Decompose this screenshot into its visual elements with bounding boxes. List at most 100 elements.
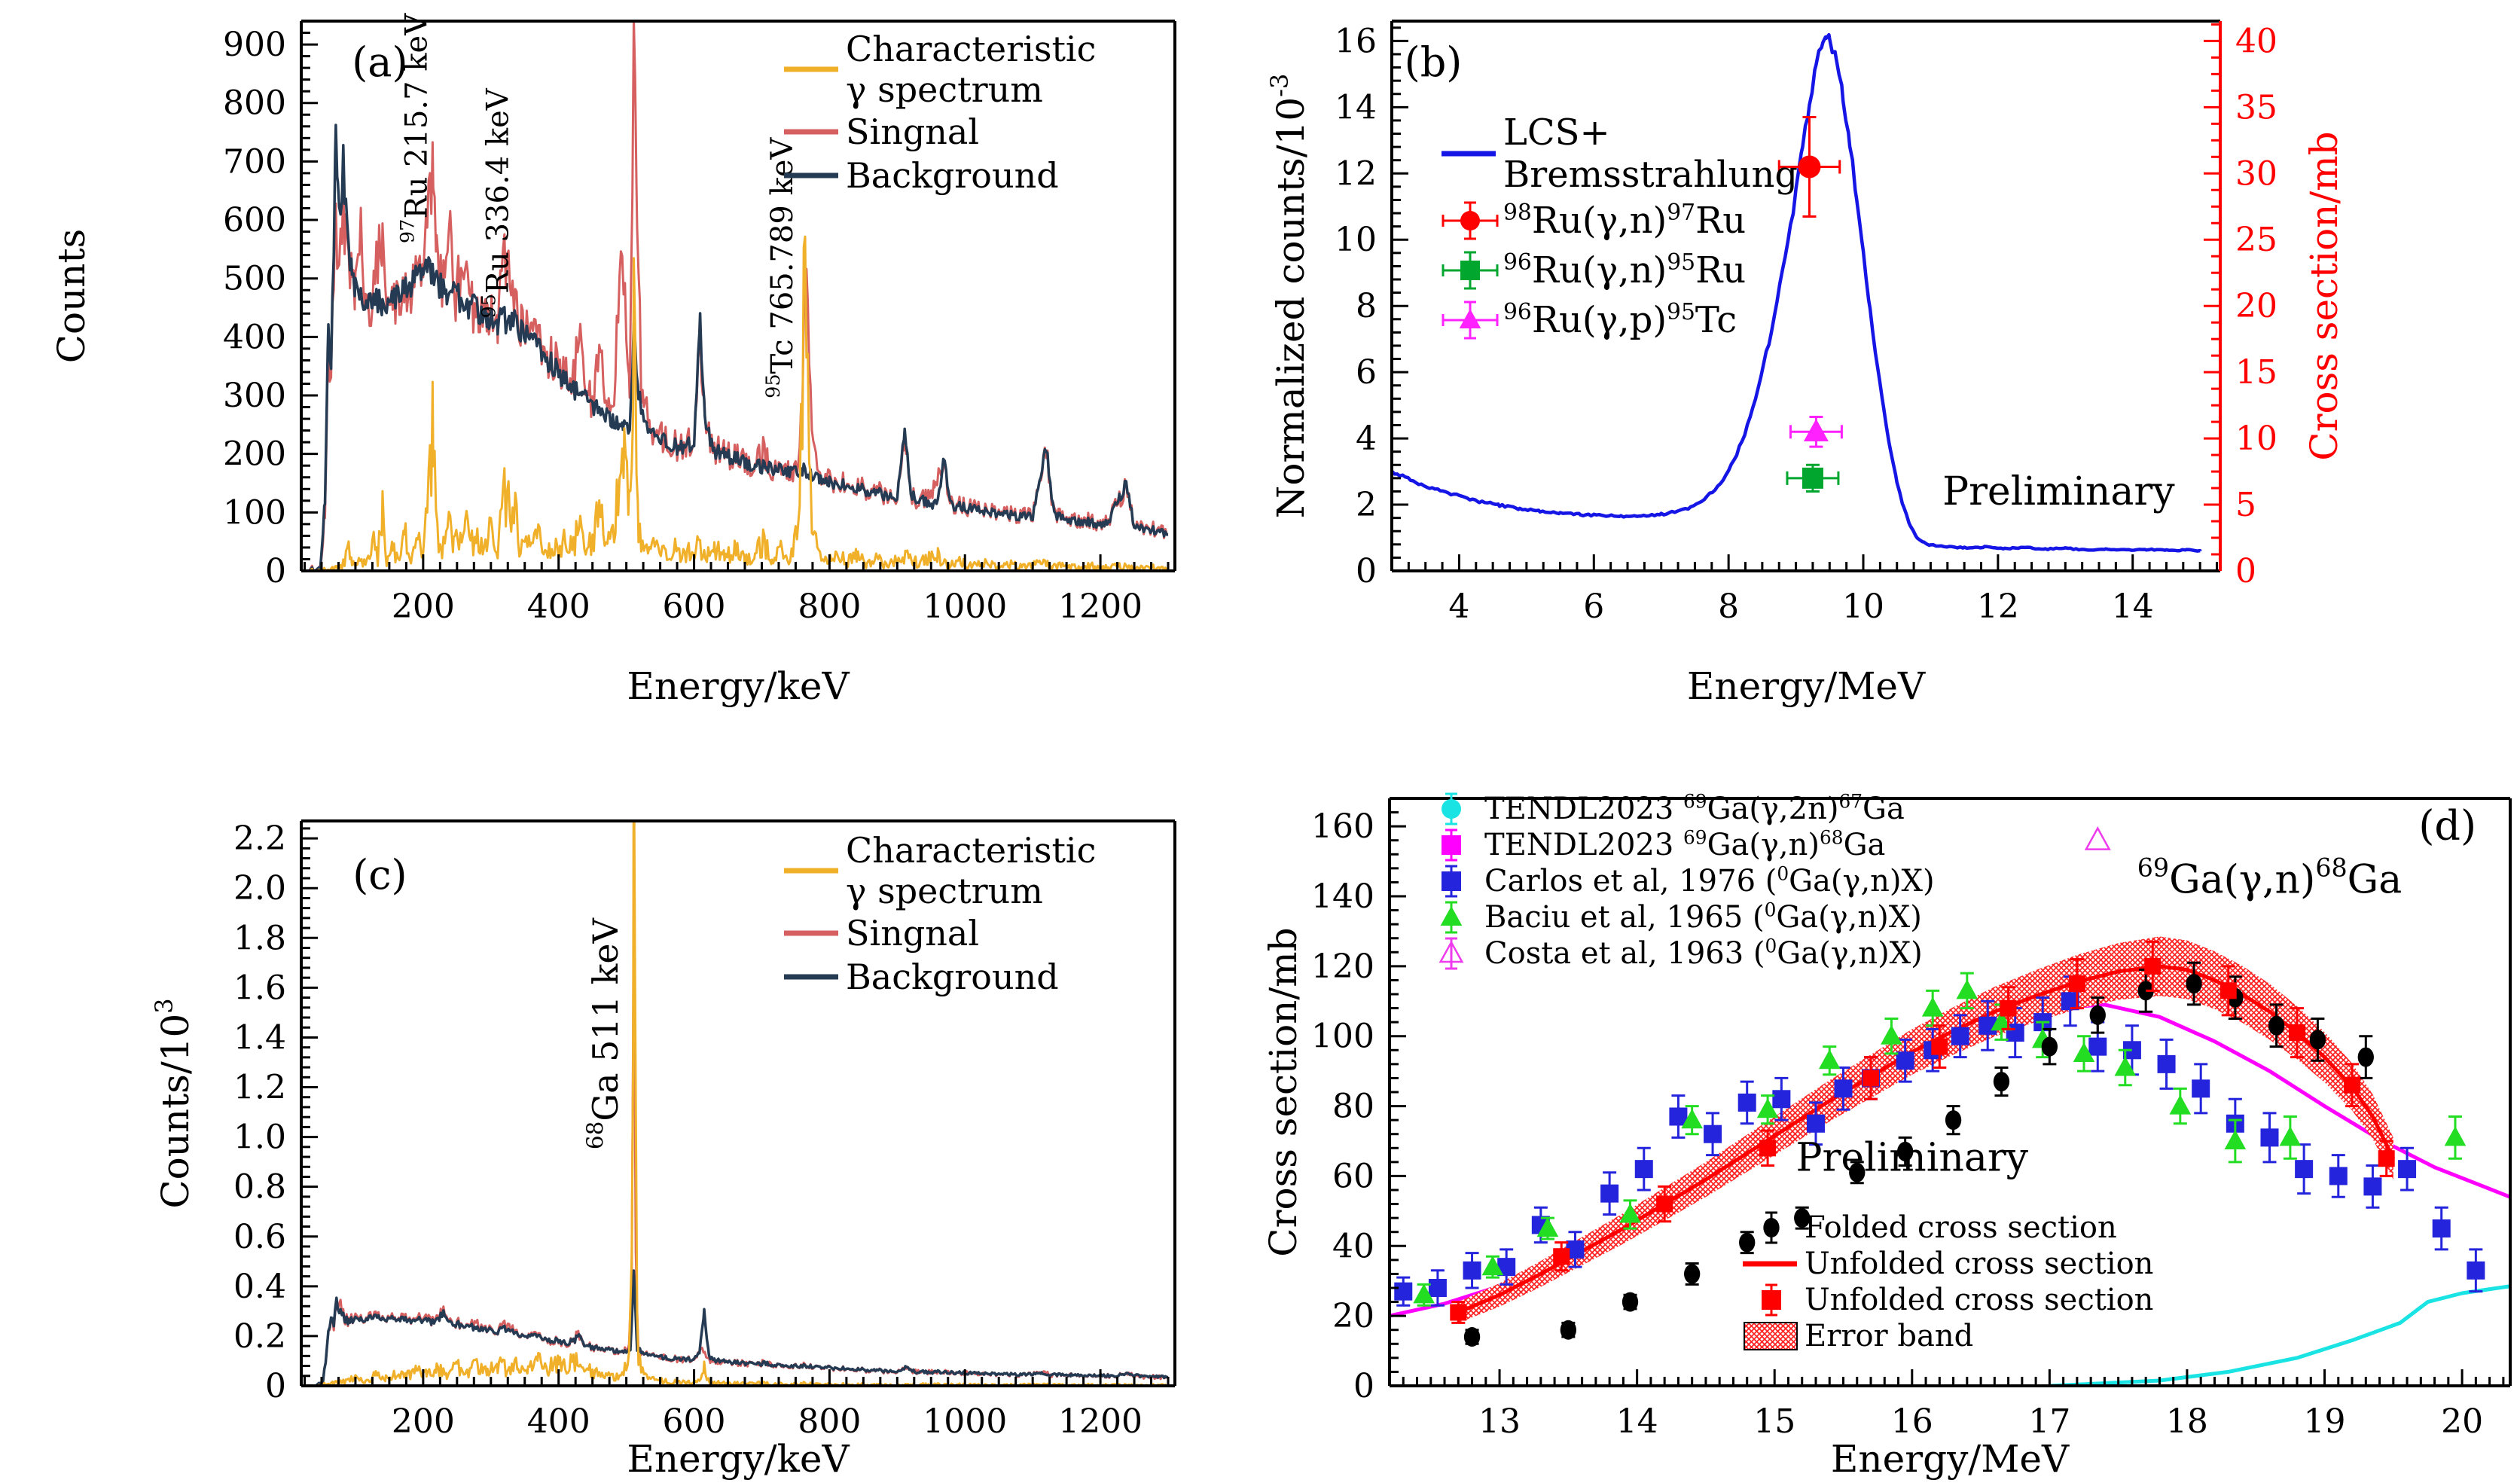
panel-b-lcs-bremsstrahlung: 4 6 8 10 12 14 0 2 4 6 8 10 12 14 16 0 5 10 15 20 25 30 35 40 En…	[1260, 0, 2520, 741]
legend-item-label: Background	[846, 155, 1059, 196]
series-background	[308, 124, 1168, 571]
scatter-unfolded-cross-section-points	[1450, 940, 2395, 1324]
err2-circle-legend-marker-icon	[1442, 201, 1499, 240]
panel-a-gamma-spectrum-ru: 200 400 600 800 1000 1200 0 100 200 300 400 500 600 7…	[0, 0, 1260, 741]
err-circle-legend-marker-icon	[1442, 792, 1461, 825]
legend-item-label: Characteristic γ spectrum	[846, 29, 1097, 110]
legend-item-label: Costa et al, 1963 (0Ga(γ,n)X)	[1484, 935, 1923, 971]
legend-item-label: TENDL2023 69Ga(γ,n)68Ga	[1484, 826, 1886, 862]
legend-item: TENDL2023 69Ga(γ,2n)67Ga	[1418, 791, 1935, 827]
annotation: Preliminary	[1942, 469, 2175, 514]
tick-label: 1.8	[233, 919, 286, 957]
legend-a: Characteristic γ spectrum Singnal Backgroun…	[779, 29, 1096, 197]
tick-label: 40	[1332, 1227, 1374, 1265]
tick-label: 0.6	[233, 1218, 286, 1256]
tick-label: 2.0	[233, 869, 286, 908]
tick-label: 600	[663, 1402, 726, 1441]
legend-item: Background	[779, 154, 1096, 197]
legend-item: Carlos et al, 1976 (0Ga(γ,n)X)	[1418, 863, 1935, 899]
tick-label: 1.4	[233, 1018, 286, 1057]
tick-label: 30	[2235, 154, 2277, 193]
legend-item-label: Folded cross section	[1805, 1210, 2117, 1245]
legend-item-label: LCS+ Bremsstrahlung	[1503, 111, 1798, 196]
legend-item-label: 98Ru(γ,n)97Ru	[1503, 200, 1747, 242]
tick-label: 160	[1311, 807, 1374, 846]
scatter-96Ru(g,n)95Ru	[1786, 463, 1840, 493]
scatter-folded-cross-section	[1463, 961, 2374, 1347]
legend-item-label: Singnal	[846, 111, 980, 152]
y-axis-title: Normalized counts/10-3	[1265, 74, 1313, 519]
tick-label: 6	[1583, 587, 1604, 626]
tick-label: 700	[223, 142, 286, 181]
tick-label: 10	[2235, 420, 2277, 458]
legend-item: Baciu et al, 1965 (0Ga(γ,n)X)	[1418, 899, 1935, 935]
line-legend-marker-icon	[784, 930, 838, 936]
tick-label: 19	[2304, 1402, 2346, 1441]
legend-item-label: Background	[846, 957, 1059, 997]
panel-d-cross-section: 13 14 15 16 17 18 19 20 0 20 40 60 80 100 120 140 160 Ene…	[1260, 741, 2520, 1483]
line-legend-marker-icon	[784, 129, 838, 135]
tick-label: 900	[223, 26, 286, 64]
chart-a: 200 400 600 800 1000 1200 0 100 200 300 400 500 600 7…	[50, 13, 1176, 708]
legend-b: LCS+ Bremsstrahlung 98Ru(γ,n)97Ru 96Ru(γ,n)…	[1437, 111, 1798, 345]
tick-label: 4	[1448, 587, 1469, 626]
annotation: Preliminary	[1796, 1135, 2029, 1180]
err-square-legend-marker-icon	[1442, 865, 1461, 898]
tick-label: 0.2	[233, 1317, 286, 1356]
tick-label: 15	[2235, 353, 2277, 392]
legend-item: Unfolded cross section	[1738, 1246, 2153, 1282]
legend-item: LCS+ Bremsstrahlung	[1437, 111, 1798, 196]
tick-label: 300	[223, 377, 286, 415]
annotation: (a)	[352, 38, 407, 86]
legend-item: Singnal	[779, 110, 1096, 154]
legend-item-label: Error band	[1805, 1319, 1974, 1353]
legend-item: 98Ru(γ,n)97Ru	[1437, 196, 1798, 246]
legend-item-label: TENDL2023 69Ga(γ,2n)67Ga	[1484, 790, 1905, 826]
annotation: 95Ru 336.4 keV	[477, 87, 515, 318]
tick-label: 20	[1332, 1297, 1374, 1335]
tick-label: 15	[1753, 1402, 1795, 1441]
tick-label: 35	[2235, 88, 2277, 127]
legend-item: Error band	[1738, 1318, 2153, 1354]
tick-label: 1.6	[233, 969, 286, 1007]
series-background	[314, 1269, 1169, 1386]
annotation: 97Ru 215.7 keV	[397, 13, 435, 243]
tick-label: 14	[1335, 88, 1377, 127]
tick-label: 5	[2235, 486, 2256, 524]
tick-label: 40	[2235, 22, 2277, 60]
legend-item-label: Singnal	[846, 913, 980, 954]
legend-item-label: Characteristic γ spectrum	[846, 830, 1097, 911]
legend-item: Characteristic γ spectrum	[779, 830, 1096, 911]
tick-label: 0	[265, 1367, 286, 1405]
tick-label: 0.8	[233, 1168, 286, 1207]
line-legend-marker-icon	[1743, 1261, 1797, 1267]
legend-item: Singnal	[779, 911, 1096, 955]
tick-label: 400	[527, 587, 590, 626]
legend-item: 96Ru(γ,n)95Ru	[1437, 246, 1798, 295]
tick-label: 25	[2235, 221, 2277, 259]
tick-label: 2.2	[233, 819, 286, 858]
legend-item: TENDL2023 69Ga(γ,n)68Ga	[1418, 827, 1935, 863]
tick-label: 16	[1335, 22, 1377, 60]
tick-label: 200	[392, 587, 455, 626]
tick-label: 140	[1311, 877, 1374, 916]
line-legend-marker-icon	[784, 974, 838, 980]
tick-label: 600	[223, 201, 286, 240]
legend-item-label: Unfolded cross section	[1805, 1283, 2154, 1317]
tick-label: 10	[1842, 587, 1884, 626]
tick-label: 200	[392, 1402, 455, 1441]
tick-label: 8	[1718, 587, 1739, 626]
y-axis-title: Counts/103	[150, 998, 197, 1208]
series-characteristic-gamma	[308, 235, 1169, 571]
tick-label: 20	[2441, 1402, 2483, 1441]
tick-label: 120	[1311, 947, 1374, 986]
annotation: (c)	[352, 851, 407, 899]
err2-square-legend-marker-icon	[1442, 251, 1499, 290]
tick-label: 1.2	[233, 1069, 286, 1107]
scatter-98Ru(g,n)97Ru	[1777, 116, 1841, 218]
err2-triangle-legend-marker-icon	[1442, 301, 1499, 340]
tick-label: 100	[223, 493, 286, 532]
tick-label: 500	[223, 260, 286, 298]
tick-label: 4	[1356, 420, 1377, 458]
